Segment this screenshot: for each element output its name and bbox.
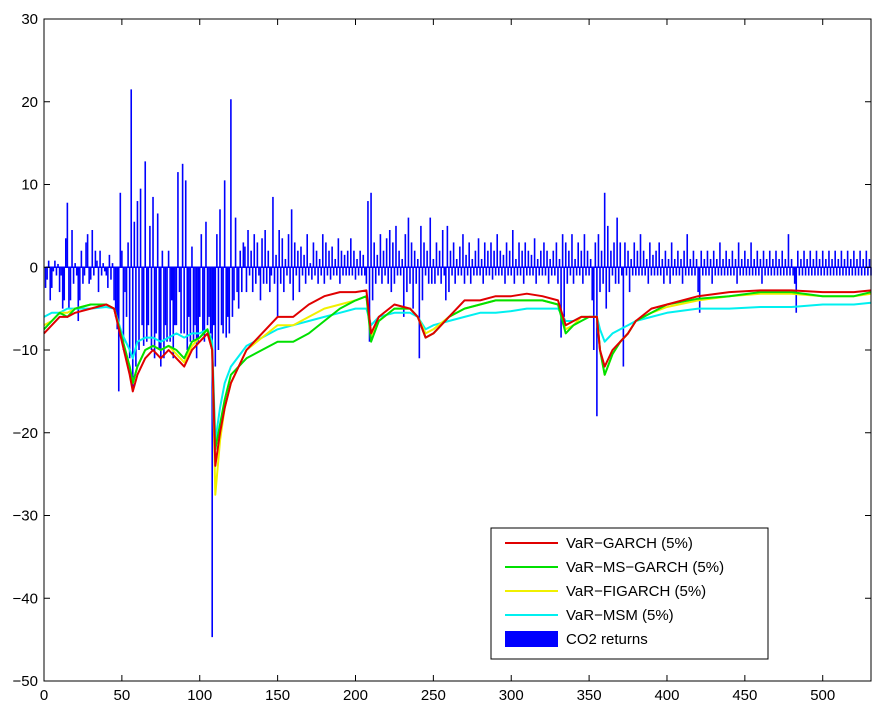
legend-label: VaR−FIGARCH (5%) <box>566 583 706 600</box>
legend-label: VaR−MSM (5%) <box>566 607 674 624</box>
x-tick-label: 400 <box>654 687 679 704</box>
y-tick-label: −10 <box>13 342 38 359</box>
legend-label: VaR−GARCH (5%) <box>566 535 693 552</box>
y-tick-label: −50 <box>13 673 38 690</box>
x-tick-label: 500 <box>810 687 835 704</box>
y-tick-label: 30 <box>21 11 38 28</box>
x-tick-label: 150 <box>265 687 290 704</box>
legend-label: CO2 returns <box>566 631 648 648</box>
x-tick-label: 300 <box>499 687 524 704</box>
legend-swatch-bar <box>505 631 558 647</box>
axis-ticks: 0 50 100 150 200 250 300 350 400 450 500−50−40−30−… <box>13 11 871 704</box>
y-tick-label: 0 <box>30 259 38 276</box>
var-lines <box>43 289 872 496</box>
y-tick-label: −40 <box>13 590 38 607</box>
x-tick-label: 450 <box>732 687 757 704</box>
y-tick-label: −30 <box>13 508 38 525</box>
x-tick-label: 250 <box>421 687 446 704</box>
legend: VaR−GARCH (5%) VaR−MS−GARCH (5%) VaR−FIGAR… <box>490 527 769 660</box>
x-tick-label: 0 <box>40 687 48 704</box>
x-tick-label: 50 <box>114 687 131 704</box>
y-tick-label: −20 <box>13 425 38 442</box>
legend-label: VaR−MS−GARCH (5%) <box>566 559 724 576</box>
series-line-var-garch-5 <box>43 289 872 467</box>
y-tick-label: 20 <box>21 94 38 111</box>
x-tick-label: 100 <box>187 687 212 704</box>
x-tick-label: 350 <box>577 687 602 704</box>
y-tick-label: 10 <box>21 177 38 194</box>
co2-returns-bars <box>44 89 872 638</box>
plot-area <box>43 89 872 638</box>
x-tick-label: 200 <box>343 687 368 704</box>
